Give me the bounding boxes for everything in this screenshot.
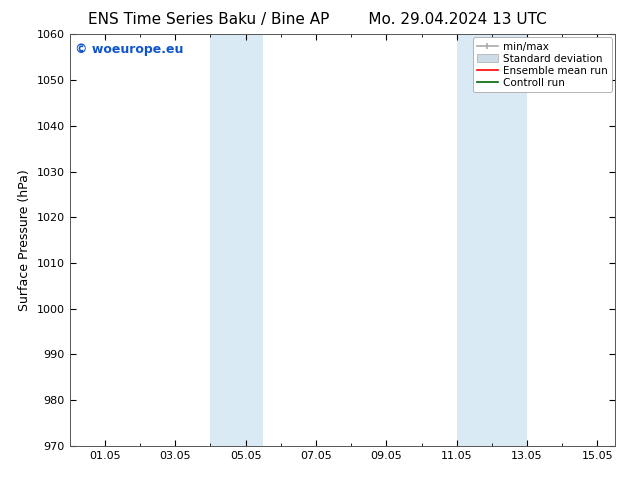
Text: © woeurope.eu: © woeurope.eu [75,43,184,55]
Y-axis label: Surface Pressure (hPa): Surface Pressure (hPa) [18,169,31,311]
Bar [456,34,527,446]
Legend: min/max, Standard deviation, Ensemble mean run, Controll run: min/max, Standard deviation, Ensemble me… [473,37,612,92]
Text: ENS Time Series Baku / Bine AP        Mo. 29.04.2024 13 UTC: ENS Time Series Baku / Bine AP Mo. 29.04… [87,12,547,27]
Bar [210,34,263,446]
